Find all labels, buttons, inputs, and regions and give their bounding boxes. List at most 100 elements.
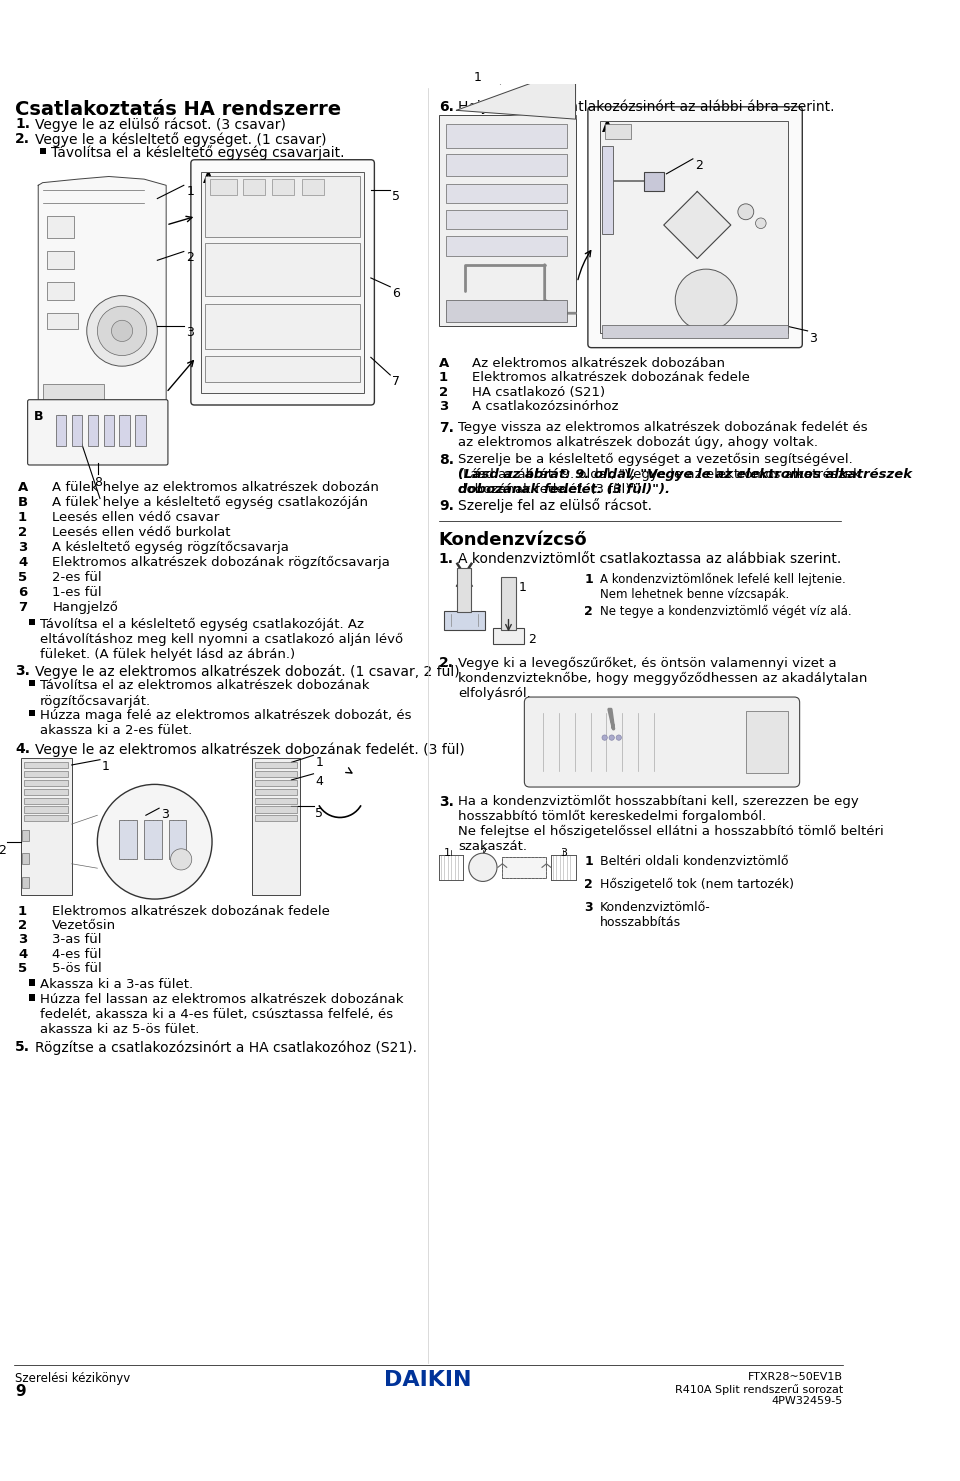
- Text: 6.: 6.: [439, 99, 454, 114]
- Text: 5: 5: [315, 807, 324, 820]
- Text: Leesés ellen védő burkolat: Leesés ellen védő burkolat: [53, 526, 230, 539]
- Text: 1: 1: [444, 849, 451, 857]
- Text: HA csatlakozó (S21): HA csatlakozó (S21): [472, 385, 606, 398]
- Text: 2-es fül: 2-es fül: [53, 570, 102, 584]
- Bar: [205, 243, 360, 296]
- Text: 4.: 4.: [15, 742, 31, 755]
- Text: FTXR28~50EV1B
R410A Split rendszerű sorozat
4PW32459-5: FTXR28~50EV1B R410A Split rendszerű soro…: [675, 1371, 843, 1407]
- Text: Távolítsa el a késleltető egység csatlakozóját. Az
eltávolításhoz meg kell nyomn: Távolítsa el a késleltető egység csatlak…: [40, 618, 403, 661]
- Text: 2: 2: [186, 252, 194, 265]
- Text: 4: 4: [315, 775, 324, 788]
- Text: Húzza maga felé az elektromos alkatrészek dobozát, és
akassza ki a 2-es fület.: Húzza maga felé az elektromos alkatrésze…: [40, 709, 412, 738]
- Text: B: B: [18, 496, 28, 509]
- Text: Vegye le az elektromos alkatrészek dobozának fedelét. (3 fül): Vegye le az elektromos alkatrészek doboz…: [35, 742, 465, 757]
- Text: Elektromos alkatrészek dobozának rögzítőcsavarja: Elektromos alkatrészek dobozának rögzítő…: [53, 555, 390, 569]
- Bar: [445, 154, 566, 176]
- Text: 6: 6: [18, 586, 27, 598]
- Bar: [252, 758, 300, 895]
- Bar: [24, 798, 68, 804]
- Text: Beltéri oldali kondenzviztömlő: Beltéri oldali kondenzviztömlő: [600, 855, 789, 868]
- Bar: [169, 819, 186, 859]
- Bar: [72, 415, 83, 446]
- Bar: [502, 856, 546, 878]
- Text: Ne tegye a kondenzviztömlő végét víz alá.: Ne tegye a kondenzviztömlő végét víz alá…: [600, 606, 852, 619]
- Bar: [29, 680, 35, 687]
- Text: A fülek helye az elektromos alkatrészek dobozán: A fülek helye az elektromos alkatrészek …: [53, 481, 379, 493]
- Circle shape: [602, 735, 608, 740]
- Bar: [119, 819, 137, 859]
- Bar: [205, 355, 360, 382]
- Bar: [29, 619, 35, 625]
- Text: 1: 1: [186, 185, 194, 198]
- Text: Csatlakoztatás HA rendszerre: Csatlakoztatás HA rendszerre: [15, 99, 342, 118]
- Text: DAIKIN: DAIKIN: [384, 1370, 472, 1391]
- Text: 1: 1: [585, 573, 593, 585]
- Text: 3.: 3.: [15, 665, 30, 678]
- Text: (Lásd az ábrát: 9. oldal, "Vegye le az elektromos alkatrészek
dobozának fedelét.: (Lásd az ábrát: 9. oldal, "Vegye le az e…: [458, 468, 912, 496]
- Text: A kondenzviztömlőnek lefelé kell lejtenie.
Nem lehetnek benne vízcsapák.: A kondenzviztömlőnek lefelé kell lejteni…: [600, 573, 846, 601]
- Circle shape: [756, 218, 766, 228]
- Text: Vezetősin: Vezetősin: [53, 920, 116, 933]
- Bar: [492, 628, 524, 644]
- Text: 5: 5: [18, 570, 27, 584]
- Circle shape: [675, 270, 737, 330]
- Text: 1: 1: [102, 760, 109, 773]
- Text: B: B: [34, 410, 43, 424]
- FancyBboxPatch shape: [191, 160, 374, 404]
- Bar: [22, 853, 30, 863]
- Circle shape: [111, 320, 132, 342]
- FancyBboxPatch shape: [524, 698, 800, 786]
- Text: A fülek helye a késleltető egység csatlakozóján: A fülek helye a késleltető egység csatla…: [53, 496, 369, 509]
- Bar: [445, 123, 566, 148]
- Text: 1: 1: [18, 905, 27, 918]
- Text: 3: 3: [18, 541, 27, 554]
- Text: Vegye le az elülső rácsot. (3 csavar): Vegye le az elülső rácsot. (3 csavar): [35, 117, 285, 132]
- Text: Húzza fel lassan az elektromos alkatrészek dobozának
fedelét, akassza ki a 4-es : Húzza fel lassan az elektromos alkatrész…: [40, 994, 403, 1037]
- Text: 7: 7: [18, 601, 27, 613]
- Text: Szerelési kézikönyv: Szerelési kézikönyv: [15, 1371, 131, 1385]
- Text: 6: 6: [392, 287, 400, 299]
- Text: 2: 2: [585, 606, 593, 618]
- Text: A kondenzviztömlőt csatlakoztassa az alábbiak szerint.: A kondenzviztömlőt csatlakoztassa az alá…: [458, 552, 842, 566]
- Text: Ha a kondenzviztömlőt hosszabbítani kell, szerezzen be egy
hosszabbító tömlőt ke: Ha a kondenzviztömlőt hosszabbítani kell…: [458, 795, 859, 823]
- Text: 3: 3: [560, 849, 566, 857]
- Bar: [40, 148, 46, 154]
- Text: 2: 2: [695, 158, 703, 172]
- Text: A: A: [439, 357, 449, 370]
- Bar: [605, 123, 631, 139]
- Bar: [87, 415, 98, 446]
- Circle shape: [468, 853, 497, 881]
- Text: 8: 8: [94, 475, 102, 489]
- Text: 3.: 3.: [439, 795, 454, 809]
- Circle shape: [171, 849, 192, 869]
- Text: 1: 1: [519, 582, 527, 594]
- FancyBboxPatch shape: [588, 107, 803, 348]
- Text: 5: 5: [392, 190, 400, 203]
- Bar: [445, 210, 566, 230]
- Text: 4-es fül: 4-es fül: [53, 948, 102, 961]
- Bar: [602, 145, 612, 234]
- Text: Vegye le a késleltető egységet. (1 csavar): Vegye le a késleltető egységet. (1 csava…: [35, 132, 326, 147]
- Text: 1.: 1.: [15, 117, 31, 132]
- Bar: [29, 711, 35, 717]
- Bar: [255, 798, 297, 804]
- Text: Hangjelző: Hangjelző: [53, 601, 118, 615]
- Text: 1: 1: [473, 71, 481, 83]
- Text: 1-es fül: 1-es fül: [53, 586, 102, 598]
- Bar: [255, 763, 297, 769]
- Text: Akassza ki a 3-as fület.: Akassza ki a 3-as fület.: [40, 979, 193, 991]
- Polygon shape: [456, 76, 576, 118]
- Text: 1: 1: [439, 372, 448, 385]
- Bar: [255, 780, 297, 786]
- Text: 3: 3: [439, 400, 448, 413]
- Text: Szerelje be a késleltető egységet a vezetősin segítségével.
(Lásd az ábrát: 9. o: Szerelje be a késleltető egységet a veze…: [458, 453, 861, 496]
- Text: 5: 5: [18, 961, 27, 974]
- Circle shape: [738, 204, 754, 219]
- Text: Elektromos alkatrészek dobozának fedele: Elektromos alkatrészek dobozának fedele: [53, 905, 330, 918]
- Bar: [439, 114, 576, 326]
- Text: 8.: 8.: [439, 453, 454, 467]
- Bar: [24, 807, 68, 813]
- Text: 2.: 2.: [15, 132, 31, 147]
- Bar: [24, 815, 68, 822]
- Bar: [243, 179, 265, 195]
